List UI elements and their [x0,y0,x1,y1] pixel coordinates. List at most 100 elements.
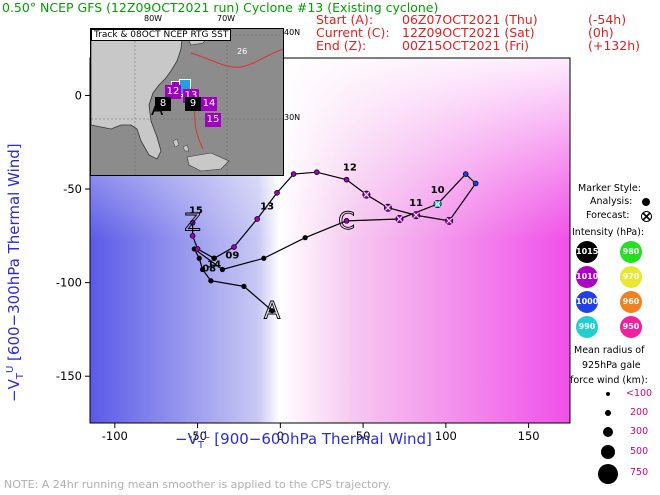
analysis-point [199,266,206,273]
analysis-point [241,283,247,289]
analysis-point [219,266,226,273]
point-label: 09 [225,250,239,261]
track-layer: 08 09 10 11 12 13 14 15 A C Z [184,162,479,325]
land-bahamas [172,138,190,152]
y-axis-title: −VTU [600−300hPa Thermal Wind] [5,143,26,402]
forecast-point-cross [446,217,453,224]
radius-label-750: 750 [630,467,649,478]
legend-forecast-label: Forecast: [586,210,630,221]
footer-note: NOTE: A 24hr running mean smoother is ap… [4,478,392,491]
legend-radius-title-3: force wind (km): [570,375,648,386]
start-marker: A [264,297,281,325]
intensity-swatch: 990 [576,316,598,338]
end-marker: Z [184,209,200,237]
radius-dot-200 [605,410,611,416]
legend-radius-title-1: Mean radius of [574,345,645,356]
intensity-swatch: 980 [620,241,642,263]
legend-marker-style-title: Marker Style: [578,183,641,194]
inset-marker-9: 9 [185,97,201,111]
forecast-point-cross [384,204,391,211]
legend-intensity-title: Intensity (hPa): [572,227,645,238]
x-axis-title: −VTL [900−600hPa Thermal Wind] [175,430,432,451]
inset-lat-30n: 30N [284,113,301,122]
start-offset: (-54h) [588,12,627,27]
analysis-point [261,255,267,261]
land-cuba [186,152,230,172]
forecast-point [274,189,280,196]
forecast-point-cross [413,212,420,219]
current-value: 12Z09OCT2021 (Sat) [402,25,535,40]
intensity-swatch: 1000 [576,291,598,313]
forecast-point [211,255,217,262]
x-tick-label: -100 [102,429,128,443]
chart-title: 0.50° NCEP GFS (12Z09OCT2021 run) Cyclon… [2,0,439,15]
point-label: 13 [260,202,274,213]
forecast-point [343,218,350,224]
forecast-point [189,233,196,239]
end-offset: (+132h) [588,38,641,53]
radius-dot-100 [606,392,610,396]
start-label: Start (A): [316,12,374,27]
radius-dot-500 [601,445,615,459]
plot-frame [89,57,571,424]
inset-lat-40n: 40N [284,28,301,37]
land-usa [91,29,184,160]
x-tick-label: 50 [356,429,371,443]
axes-layer: -100 -50 0 50 100 150 -150 -100 -50 0 [56,88,540,443]
current-label: Current (C): [316,25,390,40]
x-tick-label: -50 [188,429,207,443]
analysis-point [302,235,308,241]
forecast-point [189,219,196,226]
inset-sst-label: 26 [237,47,248,56]
inset-marker-12: 12 [165,85,181,99]
inset-marker-14: 14 [201,97,217,111]
radius-label-300: 300 [630,426,649,437]
radius-label-200: 200 [630,407,649,418]
intensity-swatches: 1015 980 1010 970 1000 960 990 950 [574,241,660,341]
forecast-point [313,169,320,175]
radius-dot-750 [598,464,618,484]
x-tick-label: 0 [277,429,284,443]
analysis-point [196,255,202,261]
point-label: 14 [207,260,221,271]
point-label: 15 [189,205,203,216]
legend-analysis-dot [642,198,650,206]
analysis-track-line [193,220,347,312]
intensity-swatch: 970 [620,266,642,288]
end-value: 00Z15OCT2021 (Fri) [402,38,530,53]
end-label: End (Z): [316,38,367,53]
legend-forecast-icon [641,211,652,222]
plot-area [89,57,571,424]
forecast-point [290,171,297,177]
forecast-point [231,244,237,250]
intensity-swatch: 960 [620,291,642,313]
legend-analysis-label: Analysis: [590,196,633,207]
inset-map: A Track & 08OCT NCEP RTG SST 26 12 13 14… [90,28,284,176]
x-tick-label: 150 [518,429,540,443]
analysis-point [269,308,275,314]
forecast-point-cross [396,216,403,222]
y-tick-label: 0 [75,88,82,102]
forecast-point [254,216,260,222]
intensity-swatch: 1015 [576,241,598,263]
forecast-point-cross [434,201,441,207]
inset-marker-15: 15 [205,113,221,127]
intensity-swatch: 950 [620,316,642,338]
forecast-point [343,176,350,183]
current-marker: C [338,207,355,235]
y-tick-label: -100 [56,276,82,290]
point-label: 12 [343,162,357,173]
legend-radius-title-2: 925hPa gale [582,360,641,371]
point-label: 10 [431,185,445,196]
forecast-point-cross [363,191,370,198]
analysis-point [208,278,214,284]
intensity-swatch: 1010 [576,266,598,288]
point-label: 11 [409,198,423,209]
inset-marker-8: 8 [155,97,171,111]
point-label: 08 [202,263,216,274]
inset-lon-70w: 70W [217,14,236,23]
y-tick-label: -50 [63,182,82,196]
radius-label-500: 500 [630,446,649,457]
radius-label-100: <100 [626,388,653,399]
